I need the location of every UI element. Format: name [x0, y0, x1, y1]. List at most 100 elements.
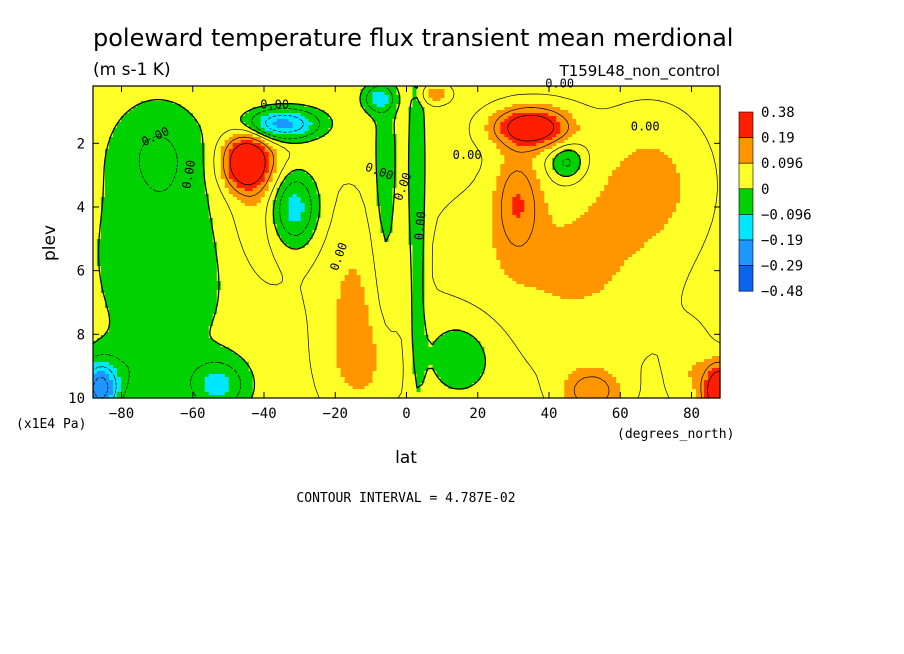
heat-cell: [516, 101, 521, 105]
heat-cell: [164, 113, 170, 117]
heat-cell: [712, 89, 717, 93]
heat-cell: [268, 128, 274, 132]
heat-cell: [192, 104, 198, 108]
heat-cell: [244, 122, 250, 126]
heat-cell: [492, 92, 497, 96]
heat-cell: [480, 89, 485, 93]
heat-cell: [432, 92, 438, 96]
heat-cell: [588, 89, 593, 93]
heat-cell: [240, 95, 246, 99]
heat-cell: [136, 104, 142, 108]
heat-cell: [284, 104, 290, 108]
heat-cell: [156, 131, 162, 135]
heat-cell: [292, 119, 298, 123]
heat-cell: [416, 110, 422, 114]
heat-cell: [108, 107, 114, 111]
heat-cell: [96, 119, 102, 123]
heat-cell: [664, 116, 669, 120]
heat-cell: [612, 125, 617, 129]
heat-cell: [684, 110, 689, 114]
heat-cell: [592, 101, 597, 105]
heat-cell: [336, 116, 342, 120]
heat-cell: [244, 86, 250, 90]
heat-cell: [476, 113, 481, 117]
heat-cell: [232, 119, 238, 123]
heat-cell: [528, 128, 533, 132]
heat-cell: [656, 125, 661, 129]
heat-cell: [400, 95, 406, 99]
heat-cell: [180, 131, 186, 135]
heat-cell: [184, 131, 190, 135]
heat-cell: [516, 128, 521, 132]
heat-cell: [212, 119, 218, 123]
heat-cell: [356, 113, 362, 117]
heat-cell: [300, 131, 306, 135]
heat-cell: [116, 125, 122, 129]
heat-cell: [536, 89, 541, 93]
heat-cell: [600, 110, 605, 114]
heat-cell: [452, 125, 458, 129]
heat-cell: [672, 86, 677, 90]
heat-cell: [512, 95, 517, 99]
heat-cell: [180, 122, 186, 126]
heat-cell: [200, 131, 206, 135]
heat-cell: [196, 134, 202, 138]
heat-cell: [684, 119, 689, 123]
heat-cell: [336, 119, 342, 123]
heat-cell: [336, 104, 342, 108]
heat-cell: [196, 101, 202, 105]
heat-cell: [556, 116, 561, 120]
heat-cell: [504, 119, 509, 123]
heat-cell: [180, 113, 186, 117]
heat-cell: [640, 119, 645, 123]
heat-cell: [188, 134, 194, 138]
heat-cell: [708, 107, 713, 111]
heat-cell: [508, 113, 513, 117]
heat-cell: [156, 113, 162, 117]
heat-cell: [104, 119, 110, 123]
heat-cell: [236, 122, 242, 126]
heat-cell: [272, 128, 278, 132]
heat-cell: [332, 107, 338, 111]
heat-cell: [104, 95, 110, 99]
heat-cell: [236, 113, 242, 117]
heat-cell: [408, 92, 414, 96]
heat-cell: [96, 116, 102, 120]
heat-cell: [692, 86, 697, 90]
heat-cell: [288, 113, 294, 117]
heat-cell: [104, 131, 110, 135]
heat-cell: [244, 131, 250, 135]
heat-cell: [556, 101, 561, 105]
heat-cell: [460, 92, 465, 96]
heat-cell: [120, 95, 126, 99]
heat-cell: [184, 134, 190, 138]
heat-cell: [480, 134, 485, 138]
heat-cell: [208, 92, 214, 96]
heat-cell: [252, 95, 258, 99]
heat-cell: [328, 86, 334, 90]
heat-cell: [508, 98, 513, 102]
heat-cell: [328, 113, 334, 117]
heat-cell: [160, 116, 166, 120]
heat-cell: [600, 134, 605, 138]
heat-cell: [660, 134, 665, 138]
heat-cell: [540, 92, 545, 96]
heat-cell: [496, 122, 501, 126]
heat-cell: [344, 95, 350, 99]
heat-cell: [256, 119, 262, 123]
heat-cell: [628, 101, 633, 105]
heat-cell: [348, 107, 354, 111]
heat-cell: [588, 116, 593, 120]
heat-cell: [704, 131, 709, 135]
heat-cell: [632, 98, 637, 102]
heat-cell: [340, 98, 346, 102]
heat-cell: [668, 131, 673, 135]
heat-cell: [276, 128, 282, 132]
heat-cell: [108, 119, 114, 123]
heat-cell: [404, 131, 410, 135]
heat-cell: [264, 134, 270, 138]
heat-cell: [140, 92, 146, 96]
heat-cell: [420, 110, 426, 114]
heat-cell: [556, 86, 561, 90]
heat-cell: [488, 89, 493, 93]
